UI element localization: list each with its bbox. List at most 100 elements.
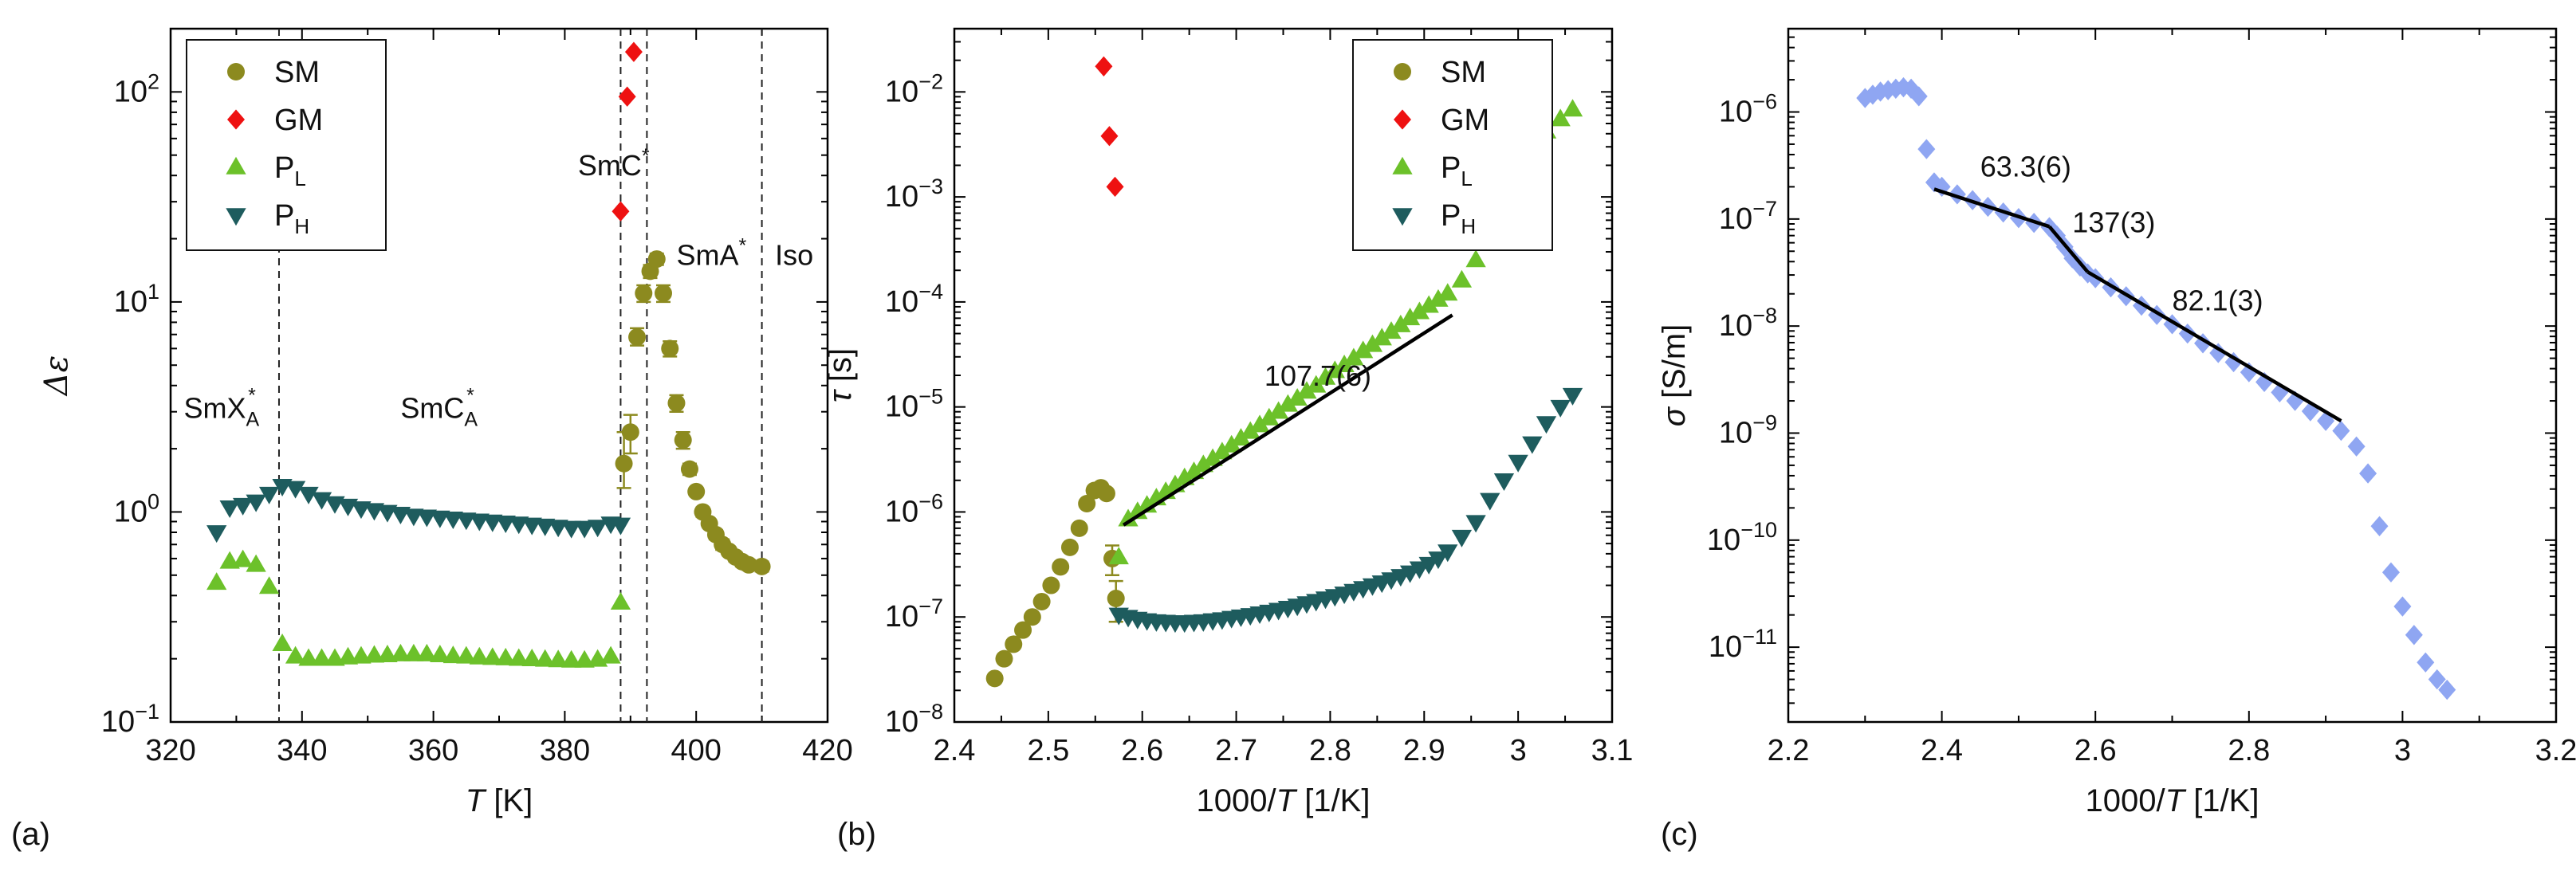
data-point-PH [1493,473,1515,491]
legend-marker-SM [1394,63,1411,80]
legend-marker-PH [1392,208,1413,226]
data-point-PL [1268,401,1289,419]
y-tick-label: 102 [114,69,159,108]
annotation-label: 107.7(6) [1264,359,1371,392]
legend-label-SM: SM [1441,56,1486,89]
data-point-PH [1562,387,1583,406]
data-point-sigma [2405,625,2423,645]
y-tick-label: 10−11 [1709,625,1777,664]
x-tick-label: 2.2 [1768,734,1810,767]
data-point-sigma [2393,596,2412,617]
data-point-PL [560,649,582,668]
data-point-PL [246,554,266,572]
y-tick-label: 10−9 [1719,410,1777,449]
data-point-sigma [2428,669,2446,690]
series-GM [1095,56,1124,197]
data-point-GM [1100,126,1119,147]
legend-marker-PL [226,156,246,175]
data-point-PL [535,649,556,667]
annotation-label: 137(3) [2072,206,2155,239]
legend-label-PL: PL [1441,151,1473,190]
legend-marker-PL [1392,156,1413,175]
y-tick-label: 10−6 [1719,90,1777,129]
data-point-PL [1277,394,1299,412]
data-point-PL [495,647,516,665]
annotation-label: SmA* [676,234,746,271]
data-point-GM [1095,56,1113,77]
data-point-PL [430,644,450,662]
data-point-SM [655,284,672,302]
data-point-PL [469,646,490,665]
x-tick-label: 360 [408,734,458,767]
data-point-PL [1118,508,1139,527]
data-point-PL [1562,99,1583,117]
legend-label-SM: SM [274,56,320,89]
data-point-SM [628,328,647,347]
data-point-PL [1362,334,1383,352]
data-point-SM [740,555,758,574]
data-point-sigma [1886,78,1905,99]
panel-letter: (c) [1661,817,1698,852]
y-tick-label: 10−2 [885,69,943,108]
data-point-SM [1014,621,1032,639]
data-point-PL [1296,381,1317,399]
x-axis-title: 1000/T [1/K] [2086,783,2259,818]
legend-label-PH: PH [1441,199,1476,238]
y-axis-title: Δε [38,355,75,397]
annotation-label: SmCA* [400,385,478,431]
data-point-SM [985,669,1004,688]
data-point-PL [337,646,359,665]
data-point-PL [1390,314,1411,332]
data-point-PH [298,486,319,504]
data-point-PL [1381,321,1402,339]
legend-box [1352,39,1553,251]
annotation-label: SmXA* [183,385,259,431]
data-point-PH [258,486,280,504]
data-point-PL [1353,340,1374,359]
legend: SM GM PL PH [1352,39,1553,251]
data-point-PL [1287,388,1308,406]
data-point-PL [364,645,385,663]
data-point-sigma [2071,256,2089,277]
data-point-PL [285,645,306,664]
data-point-PH [1480,492,1500,511]
legend-marker-PH [226,208,246,226]
x-tick-label: 2.9 [1403,734,1445,767]
legend-label-PL: PL [274,151,306,190]
annotation-label: SmC* [578,145,650,182]
data-point-sigma [2332,420,2350,441]
data-point-sigma [2178,323,2196,344]
data-point-PL [272,634,293,652]
data-point-PL [403,643,424,661]
data-point-PL [298,648,319,666]
data-point-SM [667,394,686,412]
x-tick-label: 2.8 [2228,734,2270,767]
data-point-SM [1060,538,1079,556]
legend-box [186,39,387,251]
fit-line [2086,270,2342,423]
data-point-PL [521,649,542,667]
data-point-sigma [1902,78,1921,99]
data-point-PL [1399,308,1421,326]
data-point-PH [1508,454,1528,473]
data-point-sigma [1917,139,1936,159]
data-point-PL [1202,448,1223,466]
y-axis-title: τ [s] [823,348,858,402]
y-tick-label: 10−7 [1719,197,1777,236]
data-point-sigma [1879,80,1898,100]
data-point-SM [615,454,633,473]
x-axis-title: 1000/T [1/K] [1197,783,1371,818]
data-point-SM [1042,576,1060,594]
legend-label-GM: GM [274,104,323,137]
data-point-sigma [1909,86,1928,107]
data-point-PH [587,520,608,538]
data-point-PL [390,643,411,661]
data-point-PH [246,494,266,512]
data-point-PH [560,520,582,539]
data-point-sigma [2381,562,2400,583]
data-point-sigma [2417,652,2435,673]
data-point-PL [1550,108,1571,127]
data-point-PL [1418,295,1439,313]
chart-panel-a: 320 340 360 380 400 420 10−1 100 101 102 T [K] Δε (a… [11,27,853,852]
y-tick-label: 10−5 [885,385,943,424]
